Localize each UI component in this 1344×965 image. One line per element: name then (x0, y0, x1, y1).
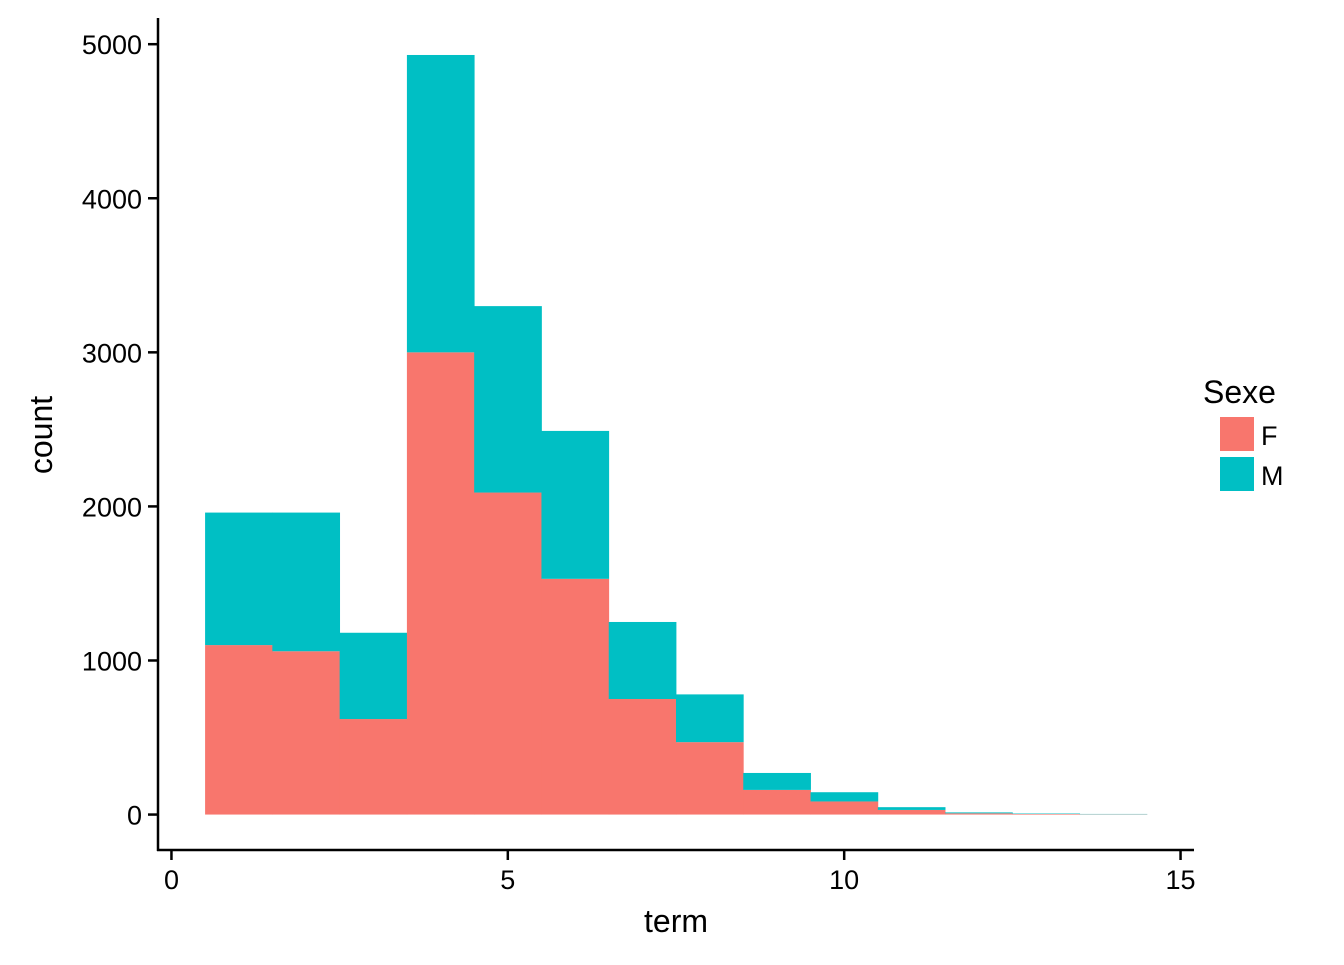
bar-M-bin-5 (474, 306, 542, 492)
bar-F-bin-9 (743, 790, 811, 815)
bar-F-bin-6 (541, 579, 609, 815)
bar-M-bin-12 (945, 812, 1013, 813)
legend-label-M: M (1261, 461, 1284, 491)
legend-label-F: F (1261, 421, 1278, 451)
y-tick-label: 5000 (82, 30, 142, 60)
bar-F-bin-5 (474, 493, 542, 815)
x-tick-label: 0 (164, 865, 179, 895)
bars-group (205, 55, 1147, 815)
legend: Sexe FM (1203, 374, 1284, 491)
bar-F-bin-12 (945, 813, 1013, 814)
bar-M-bin-4 (407, 55, 475, 352)
bar-M-bin-2 (272, 513, 340, 652)
bar-F-bin-8 (676, 742, 744, 814)
x-tick-label: 10 (829, 865, 859, 895)
y-tick-label: 4000 (82, 184, 142, 214)
legend-title: Sexe (1203, 374, 1276, 410)
y-tick-label: 0 (127, 801, 142, 831)
y-tick-label: 2000 (82, 492, 142, 522)
bar-M-bin-11 (878, 807, 946, 810)
bar-F-bin-7 (609, 699, 677, 815)
bar-F-bin-1 (205, 645, 273, 814)
x-axis-title: term (644, 903, 708, 939)
x-tick-label: 5 (500, 865, 515, 895)
bar-F-bin-13 (1012, 814, 1080, 815)
bar-F-bin-3 (340, 719, 408, 815)
bar-M-bin-3 (340, 633, 408, 719)
bar-M-bin-7 (609, 622, 677, 699)
legend-key-M (1220, 457, 1254, 491)
bar-M-bin-8 (676, 694, 744, 742)
bar-F-bin-4 (407, 352, 475, 814)
y-tick-label: 1000 (82, 646, 142, 676)
bar-F-bin-2 (272, 651, 340, 814)
bar-F-bin-10 (811, 801, 879, 814)
bar-F-bin-11 (878, 810, 946, 815)
legend-key-F (1220, 417, 1254, 451)
y-tick-label: 3000 (82, 338, 142, 368)
bar-M-bin-6 (541, 431, 609, 579)
x-tick-label: 15 (1166, 865, 1196, 895)
bar-M-bin-10 (811, 792, 879, 801)
bar-M-bin-1 (205, 513, 273, 646)
bar-M-bin-9 (743, 773, 811, 790)
y-axis-title: count (23, 396, 59, 474)
legend-items: FM (1220, 417, 1284, 491)
